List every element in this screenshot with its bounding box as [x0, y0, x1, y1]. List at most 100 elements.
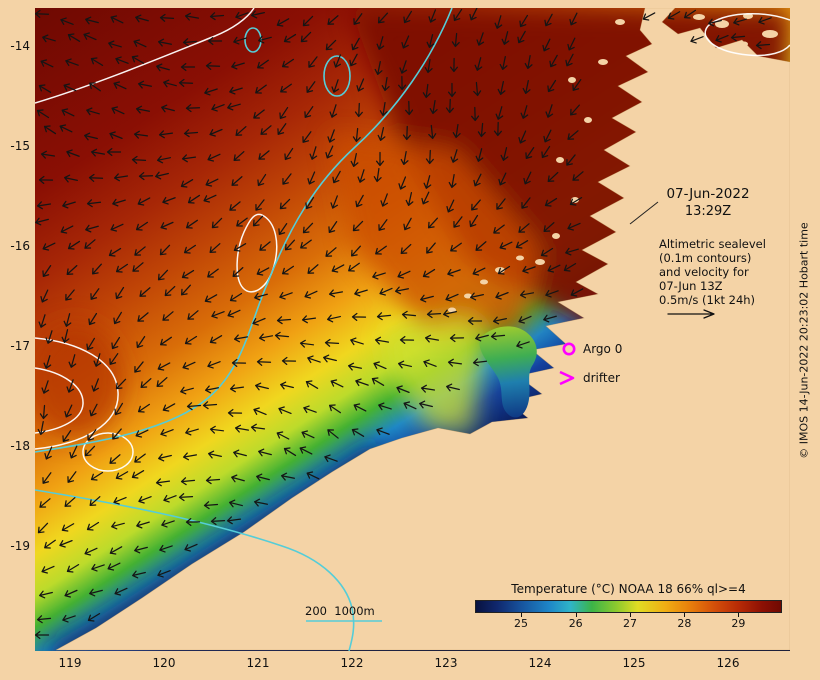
current-vector	[374, 336, 390, 345]
current-vector	[231, 176, 243, 186]
current-vector	[498, 172, 507, 186]
current-vector	[157, 362, 171, 371]
current-vector	[255, 84, 267, 94]
current-vector	[283, 33, 297, 43]
current-vector	[157, 269, 169, 281]
current-vector	[308, 56, 318, 68]
current-vector	[373, 361, 387, 370]
current-vector	[113, 173, 129, 182]
current-vector	[115, 471, 129, 480]
current-vector	[258, 333, 274, 342]
current-vector	[569, 197, 583, 206]
current-vector	[380, 193, 389, 207]
current-vector	[186, 219, 198, 229]
current-vector	[138, 496, 152, 504]
current-vector	[210, 517, 226, 526]
current-vector	[547, 264, 561, 273]
current-vector	[63, 83, 77, 92]
current-vector	[446, 383, 460, 392]
current-vector	[61, 108, 75, 117]
current-vector	[135, 429, 149, 438]
current-vector	[279, 291, 293, 300]
current-vector	[256, 473, 270, 482]
current-vector	[401, 310, 417, 319]
current-vector	[44, 446, 53, 460]
current-vector	[90, 288, 100, 300]
current-vector	[40, 289, 49, 303]
current-vector	[281, 265, 295, 275]
current-vector	[41, 380, 50, 394]
current-vector	[304, 106, 314, 118]
current-vector	[86, 107, 100, 116]
current-vector	[251, 10, 265, 19]
current-vector	[347, 362, 363, 371]
current-vector	[378, 402, 392, 411]
colorbar-tick-label: 27	[623, 617, 638, 630]
current-vector	[203, 501, 219, 510]
y-tick-label: -18	[10, 439, 30, 453]
current-vector	[88, 173, 104, 182]
current-vector	[276, 18, 290, 27]
current-vector	[708, 18, 722, 27]
current-vector	[429, 99, 438, 115]
current-vector	[42, 472, 52, 484]
current-vector	[525, 147, 535, 159]
current-vector	[332, 170, 341, 184]
current-vector	[36, 615, 52, 624]
current-vector	[374, 61, 383, 75]
current-vector	[131, 55, 145, 64]
current-vector	[544, 13, 553, 27]
current-vector	[229, 201, 241, 211]
current-vector	[43, 125, 57, 135]
colorbar-tick	[575, 613, 577, 617]
current-vector	[570, 104, 580, 116]
current-vector	[500, 147, 509, 161]
current-vector	[327, 129, 336, 143]
current-vector	[62, 614, 76, 623]
current-vector	[66, 564, 80, 573]
current-vector	[134, 453, 146, 463]
x-tick-label: 125	[622, 656, 646, 670]
current-vector	[475, 148, 484, 162]
current-vector	[755, 41, 771, 50]
current-vector	[38, 314, 47, 328]
current-vector	[109, 454, 121, 464]
current-vector	[182, 38, 198, 47]
current-vector	[159, 244, 171, 256]
current-vector	[545, 289, 559, 298]
current-vector	[233, 449, 247, 458]
current-vector	[162, 196, 176, 205]
current-vector	[84, 445, 96, 457]
current-vector	[180, 179, 194, 188]
credit: © IMOS 14-Jun-2022 20:23:02 Hobart time	[788, 0, 820, 680]
current-vector	[205, 178, 219, 187]
current-vector	[327, 15, 339, 25]
current-vector	[330, 195, 339, 209]
colorbar-tick-label: 25	[514, 617, 529, 630]
current-vector	[211, 103, 225, 112]
current-vector	[715, 34, 729, 43]
current-vector	[325, 39, 337, 51]
current-vector	[524, 54, 533, 70]
sealevel-contours	[35, 8, 790, 472]
current-vector	[299, 339, 315, 348]
current-vector	[447, 82, 457, 98]
current-vector	[156, 63, 170, 72]
current-vector	[35, 630, 50, 640]
current-vector	[331, 79, 340, 93]
current-vector	[403, 10, 413, 24]
current-vector	[324, 338, 340, 347]
caption-line: (0.1m contours)	[659, 251, 752, 265]
current-vector	[106, 147, 122, 157]
current-vector	[253, 498, 269, 507]
current-vector	[258, 448, 272, 457]
current-vector	[451, 32, 460, 48]
current-vector	[476, 32, 485, 46]
current-vector	[133, 130, 149, 139]
current-vector	[549, 54, 558, 68]
current-vector	[235, 126, 247, 136]
caption-line: 0.5m/s (1kt 24h)	[659, 293, 756, 307]
current-vector	[62, 200, 76, 209]
current-vector	[207, 36, 223, 46]
current-vector	[109, 353, 119, 365]
